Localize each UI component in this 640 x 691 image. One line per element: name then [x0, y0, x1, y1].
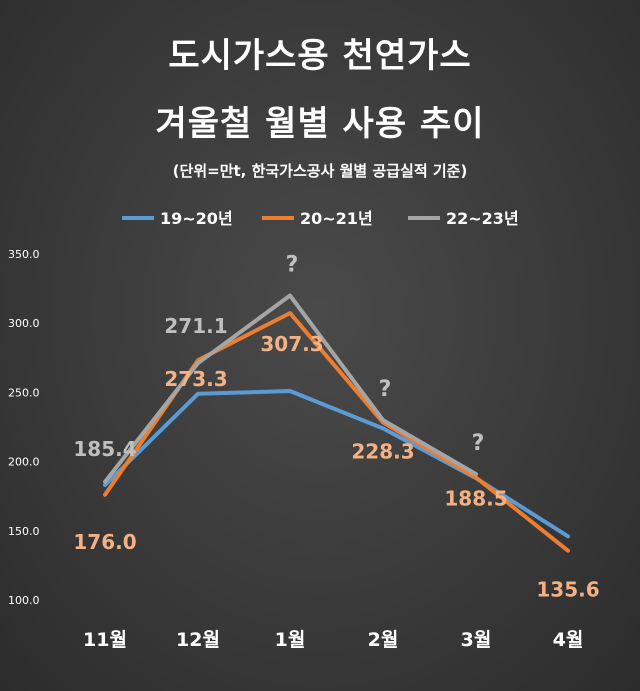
annotation-question-mark: ?	[286, 253, 299, 278]
legend-entry: 19~20년	[160, 209, 233, 228]
chart-title: 도시가스용 천연가스	[168, 36, 472, 76]
chart-subtitle: (단위=만t, 한국가스공사 월별 공급실적 기준)	[172, 162, 468, 180]
chart-title-line-2: 겨울철 월별 사용 추이	[155, 104, 485, 144]
data-label: 307.3	[260, 332, 323, 356]
series-line	[103, 293, 478, 484]
y-tick-label: 100.0	[8, 594, 40, 607]
x-tick-label: 4월	[553, 629, 584, 651]
x-tick-label: 11월	[83, 629, 127, 651]
data-label: 271.1	[164, 314, 227, 338]
data-label: 176.0	[73, 530, 136, 554]
x-tick-label: 1월	[275, 629, 306, 651]
y-tick-label: 250.0	[8, 386, 40, 399]
annotation-question-mark: ?	[379, 377, 392, 402]
data-label: 185.4	[73, 437, 136, 461]
x-tick-label: 12월	[176, 629, 220, 651]
x-tick-label: 3월	[461, 629, 492, 651]
y-tick-label: 150.0	[8, 525, 40, 538]
legend-entry: 20~21년	[300, 209, 373, 228]
y-tick-label: 200.0	[8, 456, 40, 469]
y-tick-label: 300.0	[8, 317, 40, 330]
data-label: 135.6	[536, 578, 599, 602]
legend-entry: 22~23년	[446, 209, 519, 228]
annotation-question-mark: ?	[472, 431, 485, 456]
data-label: 228.3	[351, 439, 414, 463]
data-label: 273.3	[164, 367, 227, 391]
series-line	[103, 311, 570, 553]
y-tick-label: 350.0	[8, 248, 40, 261]
series-line	[103, 389, 570, 539]
x-tick-label: 2월	[368, 629, 399, 651]
data-label: 188.5	[444, 487, 507, 511]
